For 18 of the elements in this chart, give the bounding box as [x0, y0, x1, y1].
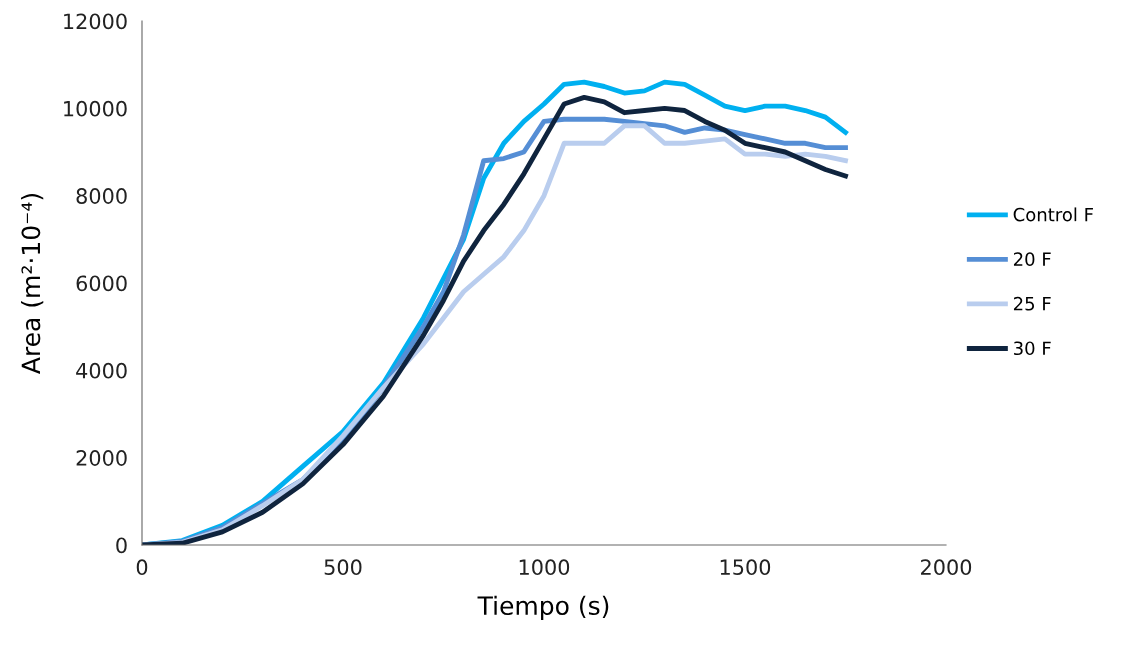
- y-tick-label: 2000: [76, 450, 127, 466]
- x-axis-title: Tiempo (s): [477, 595, 609, 620]
- y-tick-label: 8000: [76, 188, 127, 204]
- legend-label: 25 F: [1013, 296, 1051, 311]
- y-tick-label: 4000: [76, 362, 127, 379]
- y-tick-label: 6000: [76, 275, 127, 292]
- y-tick-label: 12000: [64, 13, 127, 30]
- legend-label: 20 F: [1013, 252, 1051, 266]
- x-tick-label: 1000: [519, 559, 570, 576]
- x-tick-label: 1500: [720, 559, 771, 576]
- legend-label: 30 F: [1014, 341, 1051, 356]
- y-axis-title: Area (m²·10⁻⁴): [21, 193, 44, 374]
- x-tick-label: 500: [324, 559, 362, 576]
- y-tick-label: 10000: [64, 100, 127, 117]
- y-tick-label: 0: [116, 537, 127, 554]
- x-tick-label: 2000: [921, 559, 972, 576]
- x-tick-label: 0: [136, 559, 148, 576]
- legend-label: Control F: [1013, 207, 1093, 222]
